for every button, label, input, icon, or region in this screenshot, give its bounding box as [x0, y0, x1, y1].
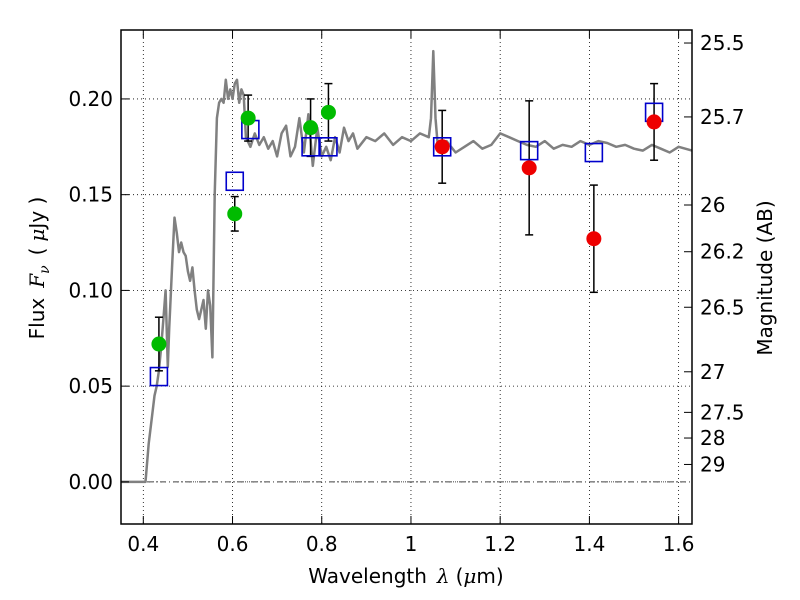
y2-tick-label: 26.2	[700, 240, 745, 264]
series-layer	[121, 49, 693, 484]
synthetic-photometry-square	[584, 142, 604, 163]
x-axis-unit-open: (	[456, 564, 464, 588]
grid	[121, 30, 692, 524]
observed-point	[586, 231, 602, 247]
observed-point	[521, 160, 537, 176]
synthetic-photometry-square	[432, 136, 452, 157]
x-axis-unit-mu: μ	[463, 564, 476, 588]
tick-labels: 0.4 0.6 0.8 1 1.2 1.4 1.6 0.00 0.05 0.10 0.15 0.20 2…	[68, 31, 744, 556]
y2-tick-label: 25.5	[700, 31, 745, 55]
y2-tick-label: 27	[700, 360, 725, 384]
x-axis-label-prefix: Wavelength	[308, 564, 427, 588]
observed-point	[646, 114, 662, 130]
y-axis-unit-mu: μ	[25, 229, 49, 242]
y-axis-symbol: F	[25, 273, 49, 289]
y2-tick-label: 27.5	[700, 400, 745, 424]
synthetic-photometry-square	[301, 136, 320, 157]
y-axis-unit-open: (	[25, 248, 49, 256]
x-tick-label: 1.4	[573, 532, 605, 556]
x-tick-label: 0.6	[217, 532, 249, 556]
ticks	[121, 30, 692, 524]
x-tick-label: 1.6	[663, 532, 695, 556]
observed-point	[320, 104, 336, 120]
observed-point	[303, 120, 319, 136]
plot-frame	[120, 29, 693, 525]
y-tick-label: 0.00	[68, 470, 113, 494]
y2-tick-label: 29	[700, 452, 725, 476]
synthetic-photometry-square	[519, 140, 539, 161]
y-tick-label: 0.10	[68, 278, 113, 302]
y-axis-symbol-sub: ν	[37, 265, 53, 274]
y2-tick-label: 25.7	[700, 105, 745, 129]
synthetic-photometry-square	[149, 366, 169, 387]
x-tick-label: 0.4	[127, 532, 159, 556]
y-axis-unit-rest: Jy )	[25, 197, 49, 231]
y-tick-label: 0.20	[68, 87, 113, 111]
observed-point	[227, 206, 243, 222]
synthetic-photometry-square	[319, 136, 338, 157]
observed-point	[434, 139, 450, 155]
synthetic-photometry-square	[225, 171, 245, 192]
x-tick-label: 1	[405, 532, 418, 556]
x-tick-label: 1.2	[484, 532, 516, 556]
y-axis-label: Flux Fν ( μJy )	[25, 197, 53, 340]
x-axis-label: Wavelength λ (μm)	[308, 564, 503, 588]
x-axis-symbol: λ	[436, 564, 450, 588]
observed-point	[151, 336, 167, 352]
y2-axis-label: Magnitude (AB)	[753, 200, 777, 355]
y-axis-label-prefix: Flux	[25, 298, 49, 340]
y2-tick-label: 28	[700, 426, 725, 450]
y-tick-label: 0.05	[68, 374, 113, 398]
y-tick-label: 0.15	[68, 183, 113, 207]
model-spectrum-line	[121, 49, 693, 484]
observed-point	[240, 110, 256, 126]
x-axis-unit-rest: m)	[476, 564, 503, 588]
x-tick-label: 0.8	[306, 532, 338, 556]
y2-tick-label: 26.5	[700, 295, 745, 319]
y2-tick-label: 26	[700, 193, 725, 217]
